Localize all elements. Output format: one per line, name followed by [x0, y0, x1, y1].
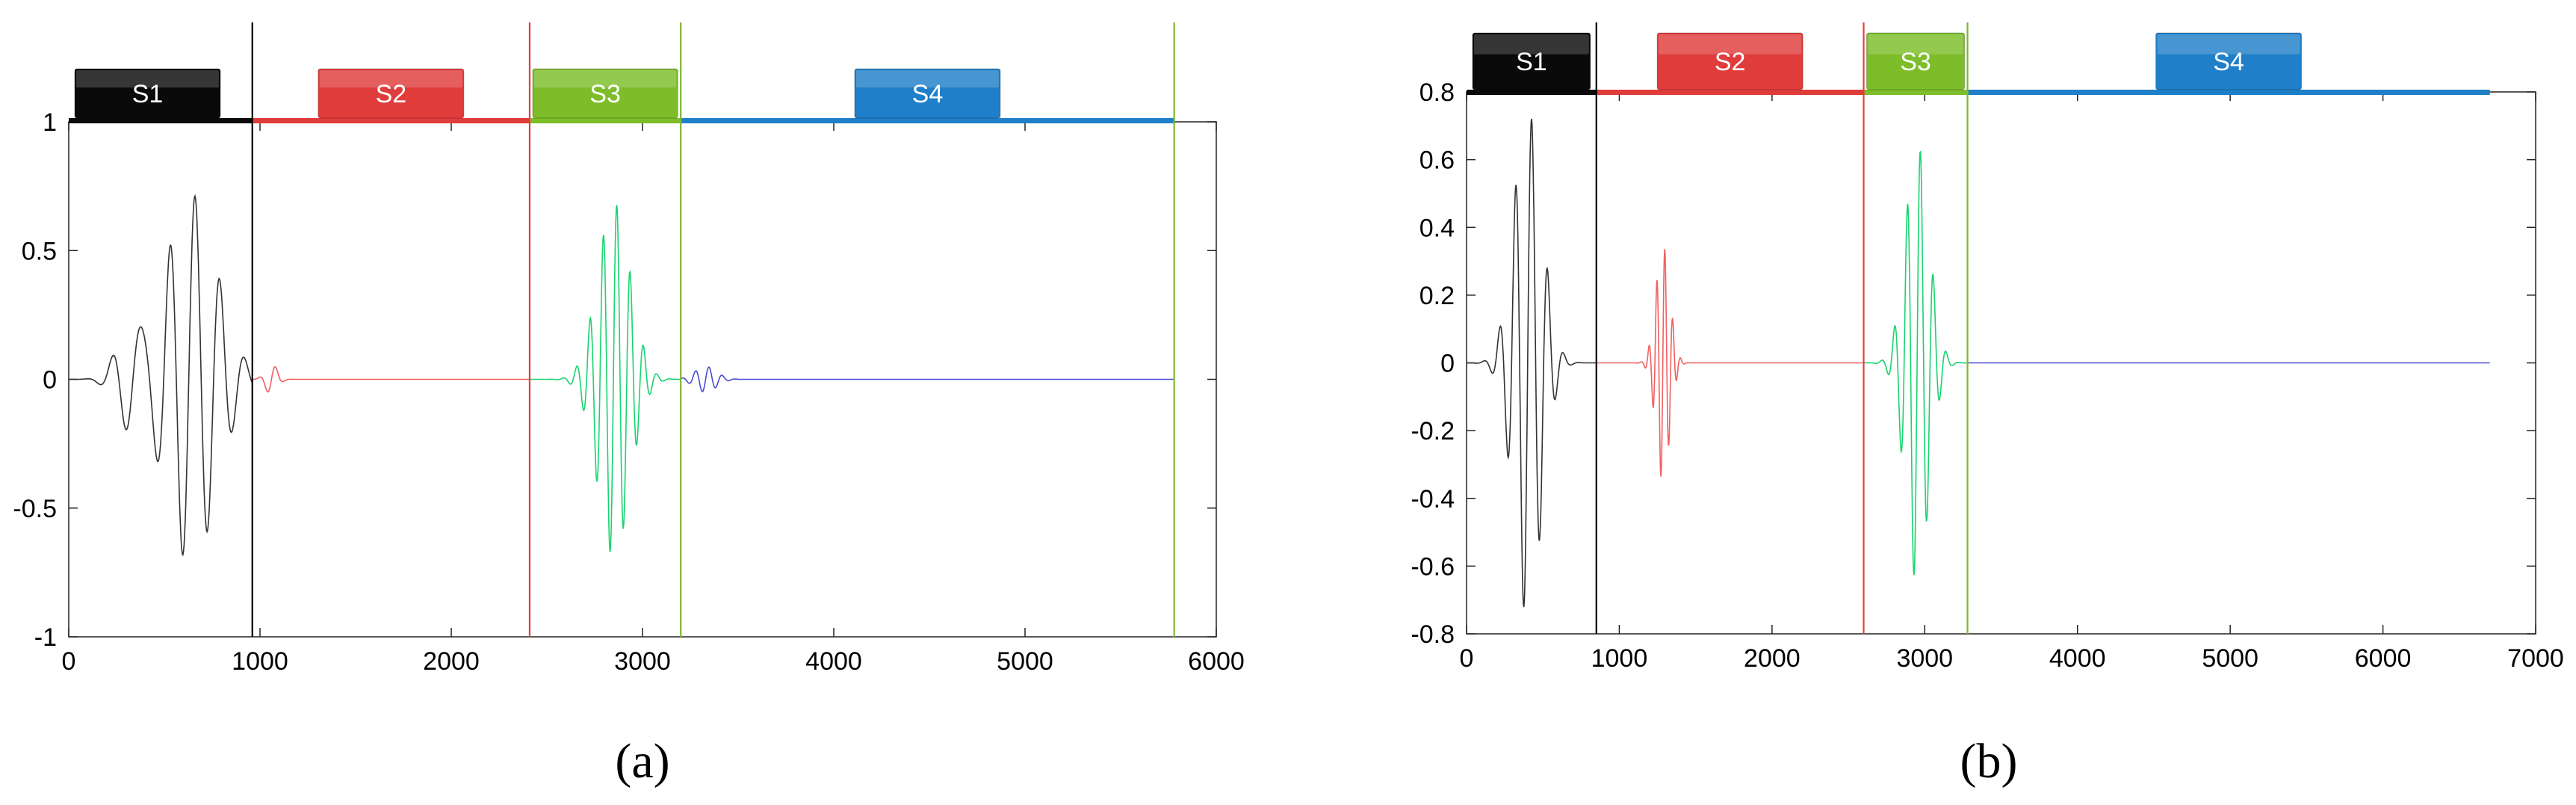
- segment-badge-gloss: [319, 70, 462, 88]
- segment-badge-gloss: [855, 70, 999, 88]
- signal-series: [1596, 249, 1864, 477]
- segment-badge: S2: [1656, 32, 1803, 90]
- x-tick-label: 5000: [997, 647, 1053, 676]
- y-tick-label: 0.4: [1419, 214, 1455, 242]
- segment-badge: S4: [854, 68, 1001, 119]
- x-tick-label: 6000: [2355, 644, 2412, 673]
- segment-stripe: [1596, 90, 1864, 95]
- y-tick-label: 0.5: [22, 237, 57, 265]
- segment-label: S3: [1900, 48, 1931, 76]
- segment-label: S2: [1715, 48, 1746, 76]
- y-tick-label: -0.8: [1411, 620, 1455, 649]
- y-tick-label: -0.4: [1411, 485, 1455, 513]
- x-tick-label: 7000: [2507, 644, 2564, 673]
- segment-badge-box: [854, 68, 1001, 119]
- panel-label: (b): [1960, 734, 2018, 789]
- x-tick-label: 4000: [2049, 644, 2106, 673]
- segment-stripe: [1467, 90, 1597, 95]
- signal-series: [69, 194, 253, 557]
- y-tick-label: 0: [43, 366, 57, 395]
- signal-series: [1863, 150, 1968, 576]
- signal-series: [530, 205, 681, 552]
- signal-series: [680, 366, 1174, 392]
- segment-badge: S1: [1472, 32, 1591, 90]
- x-tick-label: 1000: [232, 647, 288, 676]
- y-tick-label: -0.5: [13, 495, 57, 523]
- x-tick-label: 2000: [1744, 644, 1801, 673]
- y-tick-label: -0.2: [1411, 417, 1455, 445]
- y-tick-label: -0.6: [1411, 552, 1455, 581]
- segment-label: S4: [2213, 48, 2244, 76]
- x-tick-label: 3000: [1896, 644, 1953, 673]
- segment-badge-gloss: [1659, 34, 1802, 55]
- segment-badge-gloss: [76, 70, 219, 88]
- segment-badge-gloss: [1474, 34, 1589, 55]
- segment-stripe: [1863, 90, 1968, 95]
- segment-badge-gloss: [533, 70, 677, 88]
- segment-badge-box: [1866, 32, 1966, 90]
- segment-stripe: [681, 118, 1174, 123]
- x-tick-label: 0: [1460, 644, 1474, 673]
- y-tick-label: 1: [43, 108, 57, 137]
- segment-badge-box: [1656, 32, 1803, 90]
- y-tick-label: 0.6: [1419, 146, 1455, 175]
- segment-badge: S3: [1866, 32, 1966, 90]
- segment-label: S3: [589, 80, 621, 108]
- segment-badge: S2: [318, 68, 465, 119]
- segment-stripe: [1967, 90, 2490, 95]
- segment-badge: S3: [532, 68, 678, 119]
- signal-series: [1467, 118, 1597, 608]
- x-tick-label: 6000: [1188, 647, 1245, 676]
- segment-label: S4: [912, 80, 944, 108]
- x-tick-label: 0: [62, 647, 76, 676]
- y-tick-label: -1: [34, 623, 57, 652]
- segment-badge-box: [2155, 32, 2303, 90]
- x-tick-label: 4000: [805, 647, 862, 676]
- segment-badge-box: [318, 68, 465, 119]
- panel-label: (a): [615, 734, 669, 789]
- x-tick-label: 3000: [614, 647, 671, 676]
- y-tick-label: 0.2: [1419, 282, 1455, 310]
- signal-series: [252, 366, 530, 393]
- segment-stripe: [252, 118, 530, 123]
- segment-badge-gloss: [1868, 34, 1963, 55]
- y-tick-label: 0.8: [1419, 78, 1455, 107]
- panel-a: 0 1000 2000 3000 4000 5000 6000 -1 -0.5 0 0.5 1 S1 S2…: [13, 22, 1245, 789]
- segment-label: S1: [132, 80, 164, 108]
- y-tick-label: 0: [1440, 350, 1455, 378]
- segment-stripe: [529, 118, 681, 123]
- segment-badge-gloss: [2157, 34, 2300, 55]
- segment-stripe: [69, 118, 253, 123]
- segment-badge: S4: [2155, 32, 2303, 90]
- segment-badge: S1: [74, 68, 221, 119]
- x-tick-label: 1000: [1591, 644, 1648, 673]
- x-tick-label: 5000: [2202, 644, 2258, 673]
- segment-badge-box: [1472, 32, 1591, 90]
- segment-label: S2: [376, 80, 407, 108]
- segment-badge-box: [74, 68, 221, 119]
- x-tick-label: 2000: [423, 647, 480, 676]
- segment-label: S1: [1516, 48, 1547, 76]
- panel-b: 0 1000 2000 3000 4000 5000 6000 7000 -0.8 -0.6 -0.…: [1411, 22, 2564, 789]
- segment-badge-box: [532, 68, 678, 119]
